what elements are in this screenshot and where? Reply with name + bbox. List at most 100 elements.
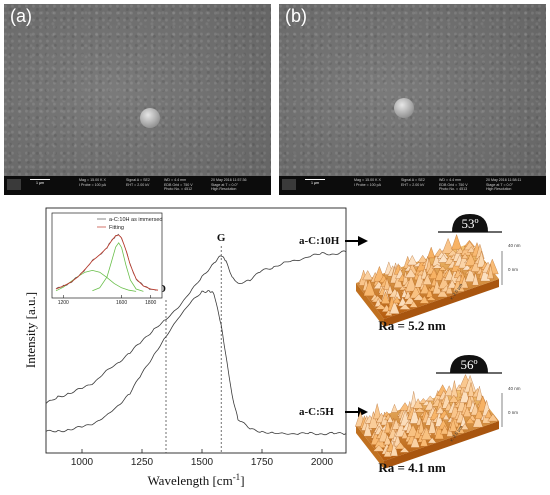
afm-peak (465, 417, 475, 424)
arrow-to-afm-2 (345, 407, 368, 417)
zeiss-logo-icon (7, 179, 21, 190)
afm-peak (372, 444, 385, 452)
sem-info-probe: I Probe = 100 pA (354, 182, 382, 187)
afm-peak (437, 254, 450, 263)
afm-peak (413, 407, 426, 413)
sem-info-date: 20 May 2016 11:58:11 (486, 178, 522, 182)
afm-z-min-1: 0 nm (508, 267, 518, 272)
afm-peak (405, 275, 418, 292)
afm-peak (383, 433, 392, 446)
afm-peak (401, 430, 409, 439)
afm-peak (472, 413, 484, 428)
afm-peak (418, 418, 425, 434)
afm-peak (386, 415, 394, 423)
contact-angle-1: 53º (461, 216, 478, 231)
inset-g-band (92, 242, 144, 292)
afm-peak (386, 284, 394, 295)
afm-peak (464, 266, 477, 282)
afm-peak (363, 420, 372, 437)
afm-peak (362, 270, 373, 281)
afm-peak (412, 293, 426, 301)
afm-peak (407, 255, 418, 266)
afm-peak (487, 264, 494, 279)
sem-info-stage: Stage at T = 0.0° (486, 182, 513, 187)
sem-info-stage: Stage at T = 0.0° (211, 182, 238, 187)
droplet-icon (436, 355, 502, 374)
inset-plot: 1200 1600 1800 (55, 233, 159, 306)
afm-base-side (356, 425, 384, 469)
afm-peak (384, 418, 391, 434)
afm-peak (474, 407, 484, 419)
afm-peak (477, 250, 486, 268)
x-tick-label: 1000 (71, 457, 94, 468)
afm-peak (447, 279, 457, 289)
afm-peak (427, 437, 437, 444)
afm-peak (442, 413, 450, 420)
afm-peak (484, 409, 493, 419)
series-label-5h: a-C:5H (299, 406, 334, 418)
sem-info-date: 20 May 2016 11:57:36 (211, 178, 247, 182)
sem-info-signal: Signal A = SE2 (126, 178, 150, 182)
afm-peak (449, 417, 458, 432)
afm-peak (419, 282, 430, 294)
afm-peak (444, 385, 454, 396)
x-tick-label: 1500 (191, 457, 214, 468)
afm-base-front (384, 421, 499, 469)
afm-peak (467, 246, 476, 253)
raman-series-10h (45, 250, 347, 404)
afm-peak (383, 447, 392, 457)
afm-peak (460, 275, 469, 289)
sem-info-photo: Photo No. = 4513 (439, 187, 468, 192)
afm-peak (487, 413, 499, 422)
afm-peak (428, 417, 437, 434)
afm-peak (398, 303, 411, 310)
afm-z-max-2: 40 nm (508, 386, 521, 391)
afm-z-min-2: 0 nm (508, 410, 518, 415)
droplet-icon (438, 214, 502, 233)
afm-peak (417, 254, 428, 263)
sem-scale-bar: 1 µm (305, 179, 325, 186)
sem-info-bar: 1 µm Mag = 15.00 K X I Probe = 100 pA Si… (4, 176, 271, 195)
afm-surface-2 (355, 374, 503, 469)
inset-fit-sum (55, 234, 159, 291)
x-tick-label: 1750 (251, 457, 274, 468)
afm-peak (455, 247, 465, 254)
afm-peak (391, 403, 398, 413)
afm-peak (425, 296, 437, 301)
sem-info-photo: Photo No. = 4512 (164, 187, 193, 192)
sem-info-mode: High Resolution (486, 187, 512, 192)
afm-peak (409, 406, 420, 424)
sem-texture (4, 4, 271, 195)
afm-peak (373, 403, 382, 420)
inset-legend-raw: a-C:10H as immersed (109, 217, 163, 223)
afm-peak (380, 291, 391, 304)
afm-peak (404, 268, 417, 278)
afm-peak (460, 423, 469, 430)
sem-info-wd: WD = 4.4 mm (164, 178, 187, 182)
sem-image-b: (b) 1 µm Mag = 15.00 K X I Probe = 100 p… (279, 4, 546, 195)
afm-panel-1: 53º 40 nm 0 nm x: 2.0 µm Ra = 5.2 nm (356, 214, 521, 333)
afm-peak (464, 252, 477, 266)
afm-peak (459, 385, 471, 403)
afm-peak (432, 278, 442, 295)
series-label-10h: a-C:10H (299, 235, 340, 247)
inset-legend-fit: Fitting (109, 225, 124, 231)
raman-series-5h (45, 290, 347, 436)
afm-peak (461, 252, 469, 259)
sem-info-grid: EDB Grid = 750 V (164, 182, 193, 187)
raman-x-axis-label: Wavelength [cm-1] (147, 472, 244, 488)
afm-peak (428, 268, 439, 279)
sem-image-a: (a) 1 µm Mag = 15.00 K X I Probe = 100 p… (4, 4, 271, 195)
raman-x-axis: 1000 1250 1500 1750 2000 (71, 449, 334, 468)
roughness-1: Ra = 5.2 nm (378, 318, 446, 333)
afm-peak (383, 277, 391, 290)
contact-angle-2: 56º (460, 357, 477, 372)
afm-peak (448, 394, 459, 403)
afm-peak (435, 406, 445, 414)
roughness-2: Ra = 4.1 nm (378, 460, 446, 475)
afm-peak (425, 395, 435, 402)
inset-x-tick-label: 1800 (145, 300, 156, 306)
afm-peak (451, 234, 462, 250)
afm-peak (437, 288, 449, 298)
afm-peak (438, 265, 447, 271)
